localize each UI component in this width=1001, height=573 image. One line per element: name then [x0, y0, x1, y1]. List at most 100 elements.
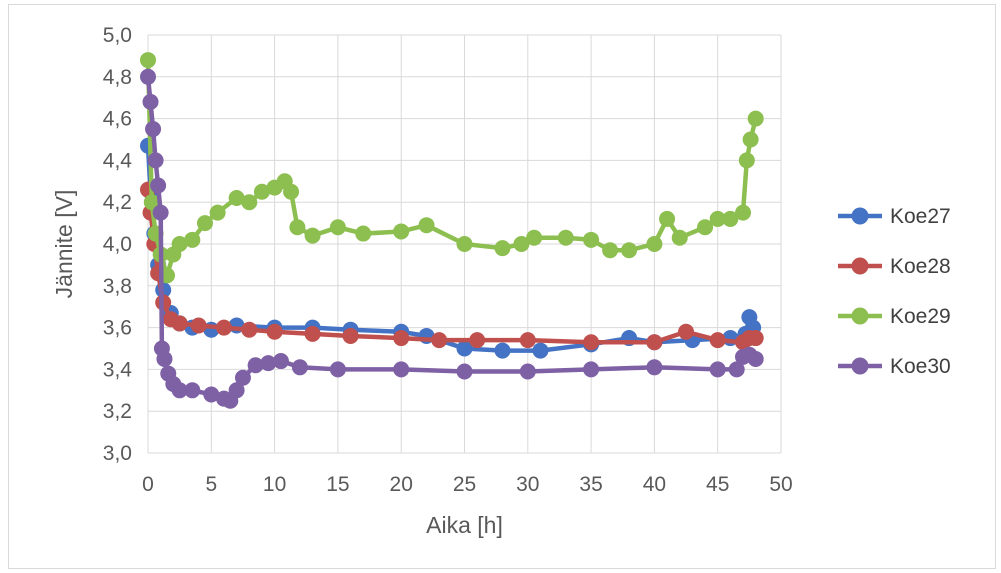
- data-point: [241, 194, 258, 211]
- x-axis-tick-labels: 0 5 10 15 20 25 30 35 40 45 50: [142, 473, 793, 496]
- data-point: [272, 353, 289, 370]
- data-point: [171, 236, 188, 252]
- legend-marker: [851, 207, 869, 225]
- data-point: [519, 363, 536, 380]
- y-tick-label: 4,6: [103, 108, 132, 131]
- y-tick-label: 3,2: [103, 400, 132, 423]
- y-tick-label: 3,4: [103, 358, 133, 381]
- data-point: [260, 355, 277, 372]
- data-point: [184, 231, 201, 248]
- data-point: [241, 321, 258, 338]
- data-point: [678, 323, 695, 340]
- x-tick-label: 10: [263, 473, 286, 496]
- data-point: [253, 183, 270, 200]
- data-point: [456, 236, 473, 252]
- series-Koe29: [140, 52, 764, 284]
- data-point: [289, 219, 306, 236]
- data-point: [583, 334, 600, 351]
- data-point: [203, 386, 220, 403]
- data-point: [709, 332, 726, 349]
- x-tick-label: 40: [643, 473, 666, 496]
- data-point: [519, 332, 536, 349]
- legend-marker: [851, 357, 869, 375]
- data-point: [747, 330, 764, 347]
- data-point: [709, 210, 726, 227]
- data-point: [145, 121, 162, 138]
- data-point: [266, 323, 283, 340]
- x-tick-label: 5: [205, 473, 217, 496]
- data-point: [140, 68, 156, 85]
- legend-label: Koe28: [890, 255, 951, 278]
- y-tick-label: 5,0: [103, 24, 132, 47]
- legend-item-Koe29: Koe29: [838, 305, 951, 328]
- data-point: [659, 210, 676, 227]
- data-point: [526, 229, 543, 246]
- data-point: [456, 363, 473, 380]
- y-tick-label: 4,2: [103, 191, 132, 214]
- data-point: [171, 315, 188, 332]
- x-tick-label: 20: [390, 473, 413, 496]
- data-point: [646, 334, 663, 351]
- series-Koe27: [140, 137, 762, 359]
- x-tick-label: 50: [769, 473, 792, 496]
- legend-label: Koe27: [890, 205, 951, 228]
- data-point: [738, 152, 755, 169]
- data-point: [291, 359, 308, 376]
- y-tick-label: 4,0: [103, 233, 132, 256]
- data-point: [393, 223, 410, 240]
- x-tick-label: 45: [706, 473, 729, 496]
- data-point: [142, 93, 159, 110]
- legend-item-Koe27: Koe27: [838, 205, 951, 228]
- x-tick-label: 15: [326, 473, 349, 496]
- data-point: [171, 382, 188, 399]
- x-axis-title: Aika [h]: [426, 512, 503, 538]
- chart-frame: [8, 4, 996, 569]
- data-point: [304, 325, 321, 342]
- legend-marker: [851, 257, 869, 275]
- data-point: [557, 229, 574, 246]
- x-tick-label: 0: [142, 473, 154, 496]
- data-point: [646, 236, 663, 252]
- y-tick-label: 4,4: [103, 149, 133, 172]
- series-Koe28: [140, 181, 764, 351]
- data-point: [393, 361, 410, 378]
- data-point: [709, 361, 726, 378]
- data-point: [418, 217, 435, 234]
- y-axis-tick-labels: 3,0 3,2 3,4 3,6 3,8 4,0 4,2 4,4 4,6 4,8 5,0: [103, 24, 133, 465]
- y-tick-label: 3,8: [103, 275, 132, 298]
- data-point: [747, 110, 764, 127]
- data-point: [494, 240, 511, 257]
- data-point: [143, 194, 160, 211]
- x-tick-label: 25: [453, 473, 476, 496]
- data-point: [532, 342, 549, 359]
- data-point: [671, 229, 688, 246]
- data-point: [234, 369, 251, 386]
- data-point: [735, 204, 752, 221]
- data-point: [583, 231, 600, 248]
- data-point: [228, 382, 245, 399]
- data-point: [431, 332, 448, 349]
- legend-item-Koe30: Koe30: [838, 355, 951, 378]
- data-point: [304, 227, 321, 244]
- series-line: [145, 57, 758, 278]
- x-tick-label: 35: [579, 473, 602, 496]
- series-Koe30: [140, 68, 764, 409]
- data-point: [150, 177, 167, 194]
- data-point: [393, 330, 410, 347]
- y-tick-label: 3,0: [103, 442, 132, 465]
- data-point: [456, 340, 473, 357]
- data-point: [329, 219, 346, 236]
- data-point: [602, 242, 619, 259]
- y-axis-title: Jännite [V]: [51, 190, 77, 299]
- data-point: [742, 131, 759, 148]
- data-point: [728, 361, 745, 378]
- data-point: [228, 190, 245, 207]
- legend-marker: [851, 307, 869, 325]
- series-layer: [140, 52, 764, 409]
- data-point: [140, 52, 156, 69]
- data-point: [646, 359, 663, 376]
- data-point: [215, 319, 232, 336]
- x-tick-label: 30: [516, 473, 539, 496]
- y-tick-label: 3,6: [103, 317, 132, 340]
